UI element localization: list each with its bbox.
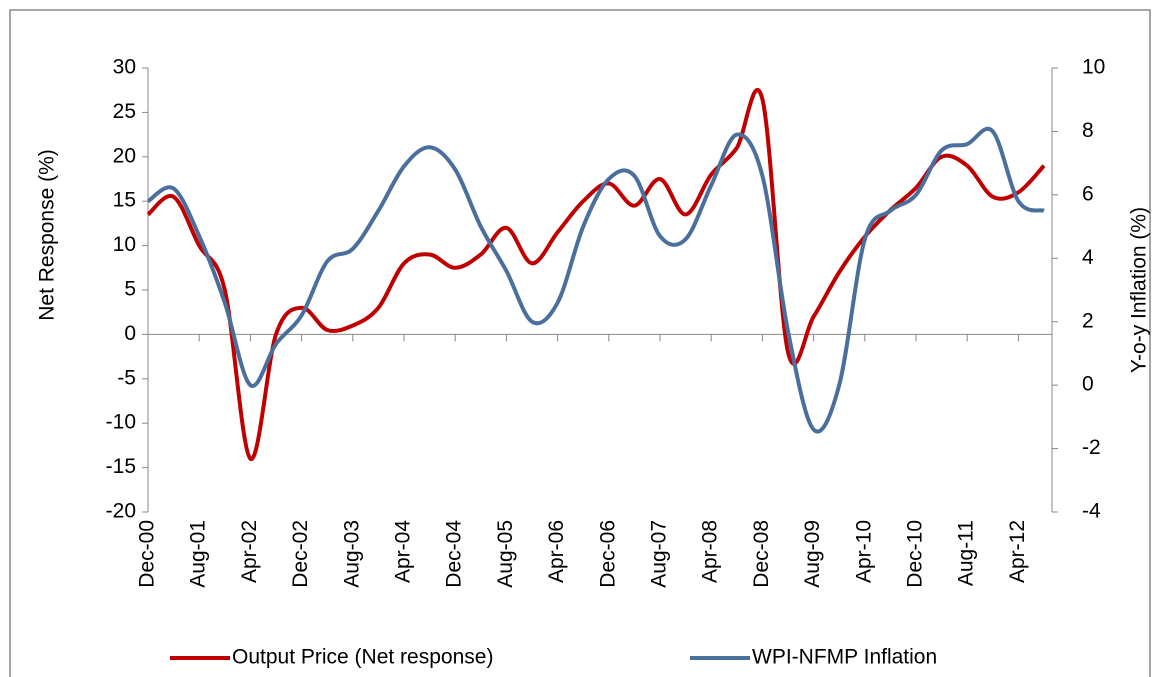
- y-tick-label: 25: [113, 100, 136, 123]
- x-tick-label: Apr-02: [238, 520, 261, 583]
- x-tick-label: Dec-06: [596, 520, 619, 588]
- x-tick-label: Apr-08: [699, 520, 722, 583]
- y-tick-label: 10: [113, 233, 136, 256]
- x-tick-label: Aug-01: [187, 520, 210, 588]
- y-tick-label: -5: [117, 366, 136, 389]
- y-tick-label: 20: [113, 144, 136, 167]
- x-tick-label: Apr-04: [392, 520, 415, 583]
- x-tick-label: Dec-04: [443, 520, 466, 588]
- x-tick-label: Dec-10: [904, 520, 927, 588]
- x-tick-label: Aug-03: [340, 520, 363, 588]
- chart-border: [9, 9, 1151, 677]
- x-tick-label: Apr-06: [545, 520, 568, 583]
- y2-tick-label: -2: [1082, 436, 1101, 459]
- x-tick-label: Aug-07: [648, 520, 671, 588]
- y-tick-label: 0: [124, 322, 136, 345]
- series-line: [146, 126, 1045, 434]
- y-tick-label: -10: [106, 411, 136, 434]
- legend-label: WPI-NFMP Inflation: [752, 646, 937, 669]
- x-tick-label: Dec-00: [136, 520, 159, 588]
- x-tick-label: Apr-12: [1006, 520, 1029, 583]
- y-tick-label: -15: [106, 455, 136, 478]
- y2-tick-label: 0: [1082, 373, 1094, 396]
- x-tick-label: Aug-09: [801, 520, 824, 588]
- x-tick-label: Apr-10: [852, 520, 875, 583]
- y2-axis-title: Y-o-y Inflation (%): [1128, 207, 1151, 373]
- x-tick-label: Dec-08: [750, 520, 773, 588]
- x-tick-label: Dec-02: [289, 520, 312, 588]
- legend-label: Output Price (Net response): [232, 646, 493, 669]
- x-tick-label: Aug-05: [494, 520, 517, 588]
- y2-tick-label: 6: [1082, 182, 1094, 205]
- series-line: [146, 88, 1046, 461]
- y-tick-label: 30: [113, 56, 136, 79]
- y2-tick-label: 4: [1082, 246, 1094, 269]
- y2-tick-label: 10: [1082, 56, 1105, 79]
- x-tick-label: Aug-11: [955, 520, 978, 586]
- y2-tick-label: 8: [1082, 119, 1094, 142]
- y-axis-title: Net Response (%): [36, 149, 59, 321]
- y-tick-label: 5: [124, 278, 136, 301]
- y-tick-label: 15: [113, 189, 136, 212]
- y-tick-label: -20: [106, 500, 136, 523]
- y2-tick-label: 2: [1082, 309, 1094, 332]
- y2-tick-label: -4: [1082, 500, 1101, 523]
